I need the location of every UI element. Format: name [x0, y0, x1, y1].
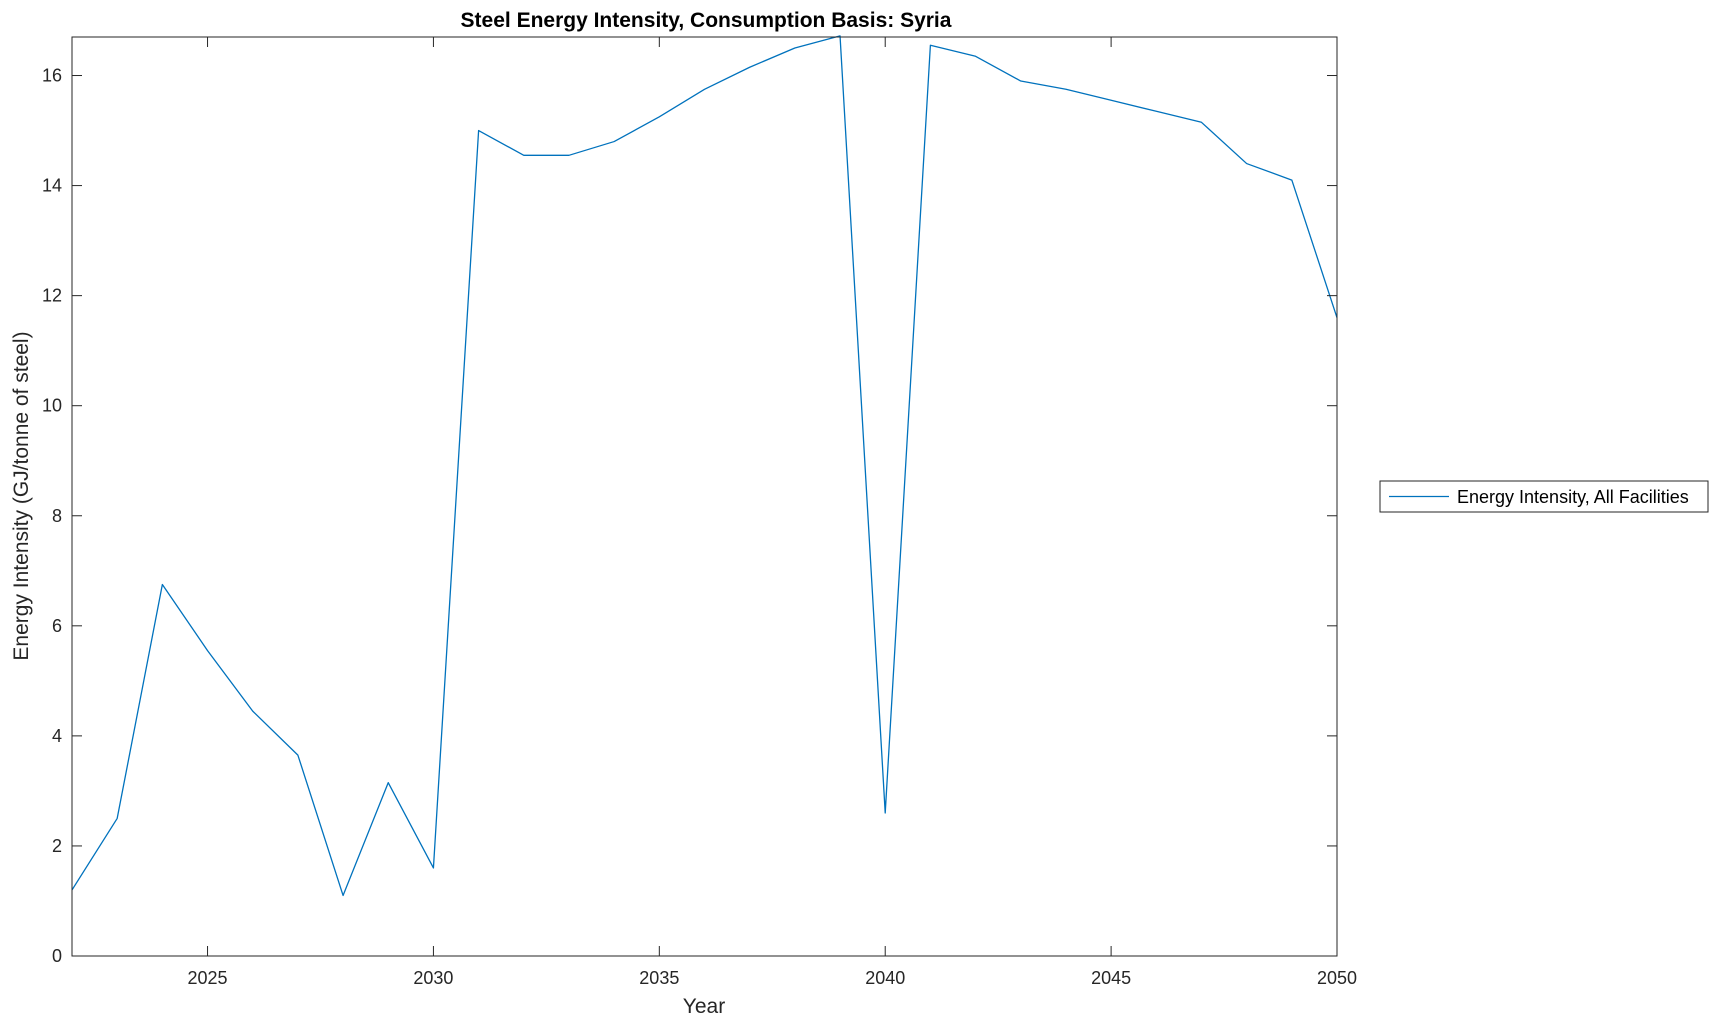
y-tick-label: 12 — [42, 286, 62, 306]
x-tick-label: 2030 — [413, 968, 453, 988]
y-tick-label: 4 — [52, 726, 62, 746]
y-tick-label: 16 — [42, 66, 62, 86]
y-tick-label: 8 — [52, 506, 62, 526]
y-axis-label: Energy Intensity (GJ/tonne of steel) — [10, 331, 33, 660]
x-axis-ticks: 2025 2030 2035 2040 2045 2050 — [188, 37, 1357, 988]
x-tick-label: 2025 — [188, 968, 228, 988]
axes-box — [71, 36, 1338, 957]
x-axis-label: Year — [683, 995, 725, 1018]
y-tick-label: 10 — [42, 396, 62, 416]
x-tick-label: 2035 — [639, 968, 679, 988]
plot-background — [72, 37, 1337, 956]
y-tick-label: 2 — [52, 836, 62, 856]
chart-title: Steel Energy Intensity, Consumption Basi… — [461, 9, 952, 32]
plot-area: 2025 2030 2035 2040 2045 2050 0 2 4 6 8 10 12 14 16 — [42, 35, 1357, 988]
legend-label: Energy Intensity, All Facilities — [1457, 487, 1689, 507]
y-tick-label: 14 — [42, 176, 62, 196]
x-tick-label: 2040 — [865, 968, 905, 988]
series-line — [71, 35, 1338, 897]
x-tick-label: 2050 — [1317, 968, 1357, 988]
legend: Energy Intensity, All Facilities — [1379, 480, 1709, 513]
x-tick-label: 2045 — [1091, 968, 1131, 988]
y-tick-label: 0 — [52, 946, 62, 966]
y-axis-ticks: 0 2 4 6 8 10 12 14 16 — [42, 66, 1337, 966]
y-tick-label: 6 — [52, 616, 62, 636]
series-layer — [71, 35, 1338, 897]
